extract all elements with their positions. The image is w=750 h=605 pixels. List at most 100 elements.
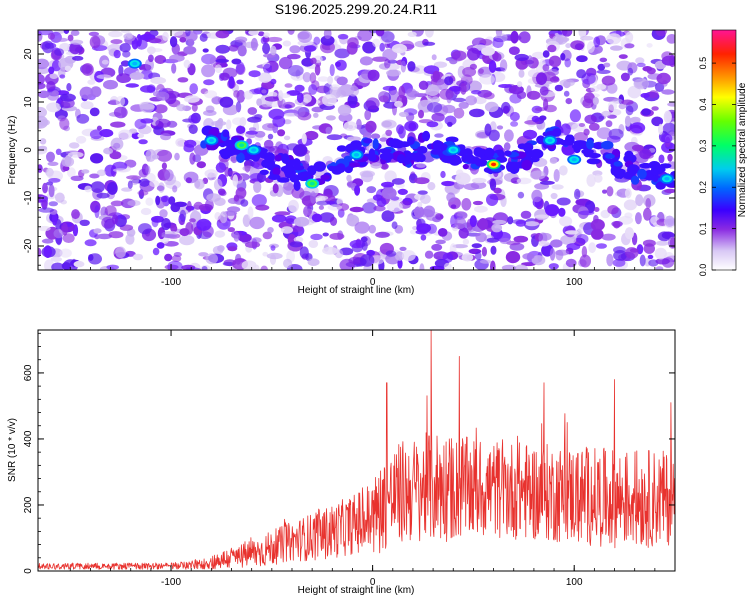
heatmap-cell xyxy=(379,42,386,52)
heatmap-cell xyxy=(606,186,614,197)
heatmap-cell xyxy=(89,35,101,49)
heatmap-cell xyxy=(451,50,467,61)
heatmap-cell xyxy=(63,30,70,34)
heatmap-cell xyxy=(435,213,444,220)
heatmap-cell xyxy=(122,50,131,58)
heatmap-cell xyxy=(434,133,444,138)
heatmap-cell xyxy=(514,53,529,62)
heatmap-cell xyxy=(586,174,596,187)
heatmap-cell xyxy=(461,253,474,262)
heatmap-cell xyxy=(164,253,173,262)
heatmap-cell xyxy=(206,193,221,202)
heatmap-cell xyxy=(431,112,445,122)
heatmap-cell xyxy=(618,103,626,110)
heatmap-cell xyxy=(424,250,434,259)
heatmap-cell xyxy=(270,245,276,251)
heatmap-cell xyxy=(518,31,531,44)
heatmap-cell xyxy=(61,262,71,270)
heatmap-cell xyxy=(247,206,254,220)
heatmap-cell xyxy=(420,234,427,241)
heatmap-cell xyxy=(655,266,664,270)
heatmap-ridge-cell xyxy=(627,164,640,175)
heatmap-cell xyxy=(362,202,377,214)
heatmap-cell xyxy=(367,69,380,82)
heatmap-cell xyxy=(185,222,194,235)
heatmap-cell xyxy=(618,54,628,59)
heatmap-cell xyxy=(314,64,321,76)
heatmap-cell xyxy=(308,84,318,95)
heatmap-cell xyxy=(156,91,170,101)
heatmap-cell xyxy=(123,33,134,40)
heatmap-cell xyxy=(524,59,534,65)
heatmap-cell xyxy=(247,107,258,115)
heatmap-cell xyxy=(177,77,189,83)
heatmap-cell xyxy=(630,122,646,134)
heatmap-cell xyxy=(168,196,176,205)
heatmap-cell xyxy=(605,120,613,128)
heatmap-cell xyxy=(263,63,272,74)
heatmap-cell xyxy=(574,43,584,51)
heatmap-cell xyxy=(47,32,56,40)
heatmap-cell xyxy=(308,240,319,248)
heatmap-cell xyxy=(297,30,313,43)
heatmap-cell xyxy=(156,185,165,191)
heatmap-cell xyxy=(311,213,323,223)
heatmap-cell xyxy=(372,38,381,48)
figure-title: S196.2025.299.20.24.R11 xyxy=(275,1,438,17)
heatmap-cell xyxy=(527,69,540,78)
heatmap-cell xyxy=(531,51,545,60)
heatmap-cell xyxy=(624,43,635,49)
heatmap-cell xyxy=(337,85,352,97)
heatmap-cell xyxy=(602,189,607,194)
heatmap-cell xyxy=(530,170,546,180)
heatmap-ridge-cell xyxy=(504,150,512,156)
heatmap-cell xyxy=(174,152,180,161)
heatmap-cell xyxy=(432,70,440,81)
heatmap-ridge-cell xyxy=(378,148,392,154)
heatmap-cell xyxy=(381,119,397,129)
heatmap-ridge-cell xyxy=(379,152,394,161)
heatmap-cell xyxy=(156,242,165,249)
heatmap-cell xyxy=(115,246,126,259)
heatmap-cell xyxy=(96,192,110,199)
heatmap-cell xyxy=(60,93,68,100)
heatmap-cell xyxy=(479,259,492,264)
heatmap-cell xyxy=(183,45,197,55)
colorbar-frame xyxy=(711,29,737,271)
heatmap-cell xyxy=(431,96,440,103)
heatmap-cell xyxy=(67,151,84,158)
heatmap-cell xyxy=(162,31,169,41)
heatmap-cell xyxy=(103,147,114,155)
heatmap-cell xyxy=(51,90,59,97)
line-plot-background xyxy=(38,330,675,571)
heatmap-cell xyxy=(41,199,48,210)
heatmap-cell xyxy=(41,40,54,54)
heatmap-cell xyxy=(310,233,323,241)
heatmap-cell xyxy=(236,125,246,134)
heatmap-cell xyxy=(301,133,307,145)
heatmap-cell xyxy=(417,190,428,195)
heatmap-cell xyxy=(661,133,673,144)
heatmap-ridge-cell xyxy=(222,131,229,138)
heatmap-cell xyxy=(471,243,482,249)
heatmap-hotspot-core xyxy=(239,143,245,147)
heatmap-hotspot-core xyxy=(664,177,670,181)
heatmap-cell xyxy=(348,256,363,265)
heatmap-cell xyxy=(70,39,84,45)
heatmap-cell xyxy=(214,212,221,221)
heatmap-cell xyxy=(316,200,330,206)
heatmap-cell xyxy=(139,178,150,187)
heatmap-cell xyxy=(283,258,293,269)
heatmap-cell xyxy=(395,251,405,261)
heatmap-cell xyxy=(379,137,388,142)
heatmap-cell xyxy=(531,255,546,266)
heatmap-ridge-cell xyxy=(363,138,373,144)
heatmap-x-axis-label: Height of straight line (km) xyxy=(298,285,415,296)
heatmap-cell xyxy=(513,235,529,243)
heatmap-ridge-cell xyxy=(613,161,623,167)
heatmap-cell xyxy=(260,36,268,45)
heatmap-cell xyxy=(370,133,381,140)
heatmap-cell xyxy=(278,90,284,102)
heatmap-cell xyxy=(110,121,126,128)
